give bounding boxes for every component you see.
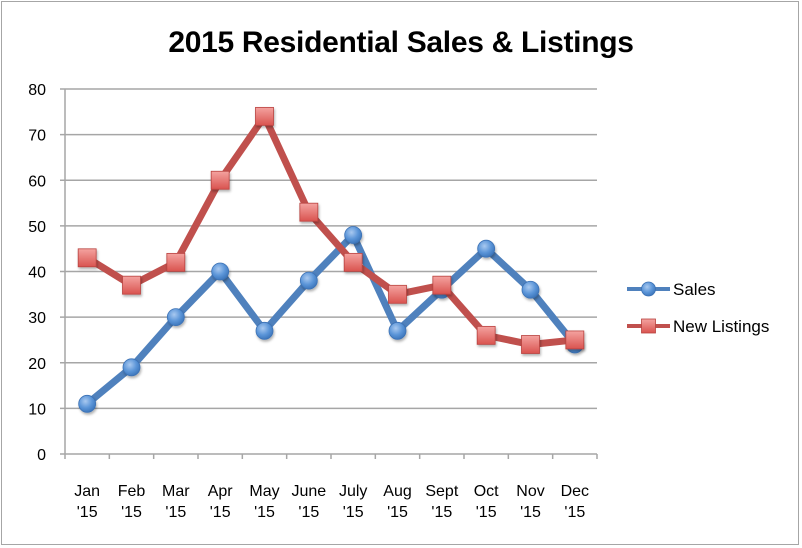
data-point xyxy=(388,284,407,304)
data-point xyxy=(78,394,97,413)
x-tick-label: May '15 xyxy=(249,483,279,521)
data-point xyxy=(122,358,141,377)
y-tick-label: 80 xyxy=(28,82,46,99)
x-tick-label: Mar '15 xyxy=(162,483,190,521)
x-tick-label: Apr '15 xyxy=(208,483,234,521)
x-tick-label: Feb '15 xyxy=(118,483,146,521)
data-point xyxy=(521,280,540,299)
series-new-listings xyxy=(77,106,585,354)
data-point xyxy=(299,271,318,290)
data-point xyxy=(77,248,97,268)
data-series xyxy=(77,106,585,413)
data-point xyxy=(210,170,230,190)
x-tick-label: Sept '15 xyxy=(425,483,458,521)
y-tick-label: 40 xyxy=(28,265,46,282)
y-tick-label: 50 xyxy=(28,219,46,236)
legend: Sales New Listings xyxy=(627,280,769,336)
data-point xyxy=(565,330,585,350)
x-tick-label: July '15 xyxy=(339,483,367,521)
data-point xyxy=(166,252,186,272)
x-tick-label: Jan '15 xyxy=(74,483,100,521)
data-point xyxy=(477,239,496,258)
chart-title: 2015 Residential Sales & Listings xyxy=(168,26,634,59)
axes xyxy=(60,89,598,459)
series-sales xyxy=(78,226,584,413)
legend-label: New Listings xyxy=(673,317,769,336)
data-point xyxy=(432,275,452,295)
x-tick-label: Oct '15 xyxy=(474,483,499,521)
x-tick-label: June '15 xyxy=(291,483,326,521)
series-line xyxy=(83,112,579,348)
legend-circle-marker-icon xyxy=(641,281,656,297)
x-axis-labels: Jan '15 Feb '15 Mar '15 Apr '15 May '15 June '15 Jul… xyxy=(74,483,589,521)
y-tick-label: 20 xyxy=(28,356,46,373)
x-tick-label: Dec '15 xyxy=(561,483,589,521)
data-point xyxy=(255,106,274,126)
legend-item: New Listings xyxy=(627,317,769,336)
data-point xyxy=(521,335,540,354)
y-tick-label: 30 xyxy=(28,310,46,327)
series-line xyxy=(83,231,579,408)
legend-square-marker-icon xyxy=(641,318,656,334)
data-point xyxy=(255,321,274,340)
data-point xyxy=(299,202,319,222)
y-tick-label: 70 xyxy=(28,128,46,145)
data-point xyxy=(343,252,363,272)
data-point xyxy=(122,275,141,295)
x-tick-label: Aug '15 xyxy=(383,483,411,521)
legend-item: Sales xyxy=(627,280,716,299)
y-tick-label: 10 xyxy=(28,401,46,418)
data-point xyxy=(344,226,363,244)
y-tick-label: 60 xyxy=(28,173,46,190)
x-tick-label: Nov '15 xyxy=(516,483,544,521)
data-point xyxy=(166,308,185,327)
legend-label: Sales xyxy=(673,280,716,299)
data-point xyxy=(476,325,496,345)
data-point xyxy=(211,262,230,281)
y-axis-labels: 0 10 20 30 40 50 60 70 80 xyxy=(28,82,46,464)
y-tick-label: 0 xyxy=(37,447,46,464)
data-point xyxy=(388,321,407,340)
